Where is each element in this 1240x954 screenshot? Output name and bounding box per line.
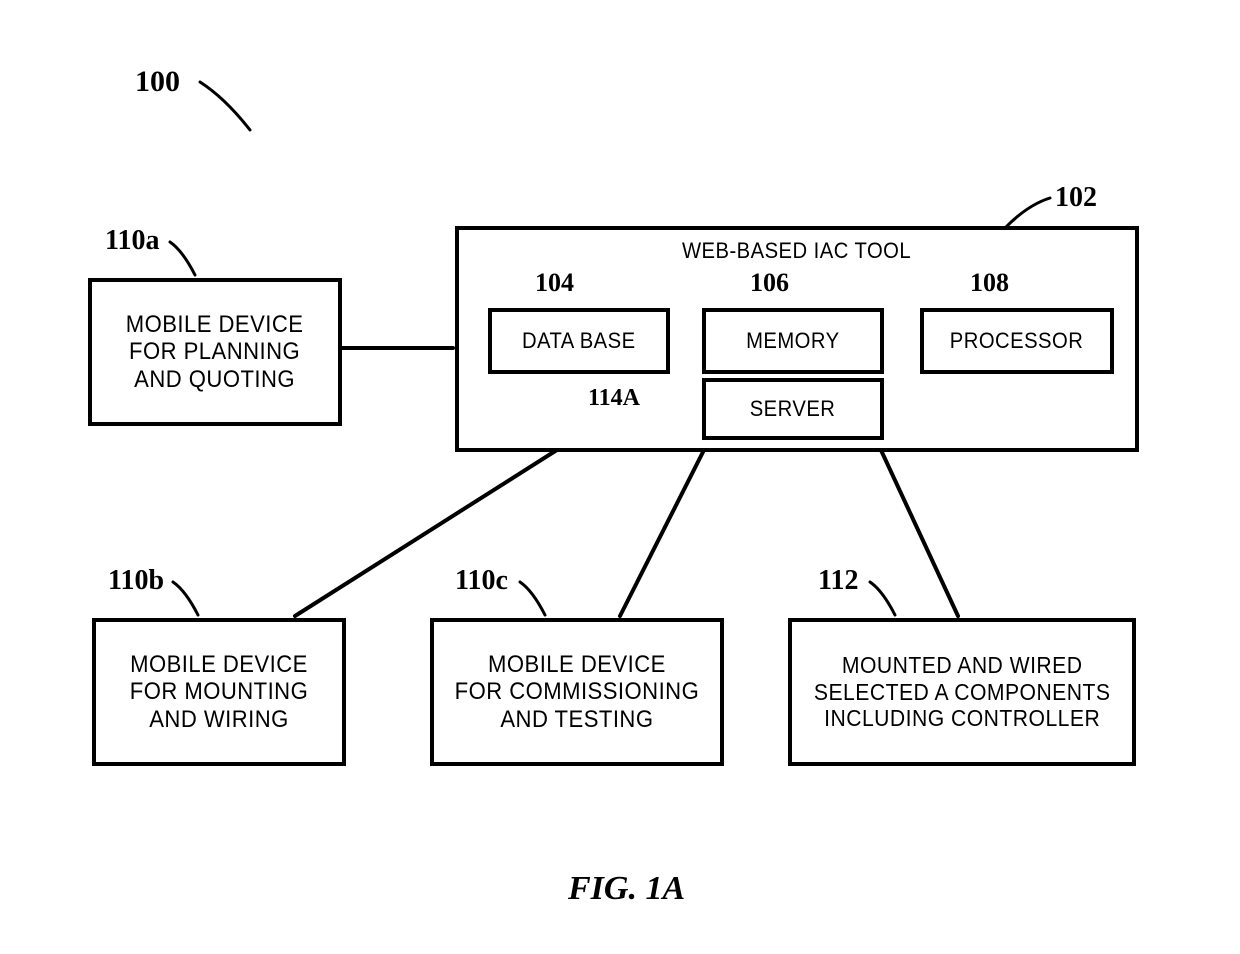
ref-label-ref110b: 110b [108, 565, 164, 597]
node-box110c: MOBILE DEVICEFOR COMMISSIONINGAND TESTIN… [430, 618, 724, 766]
ref-label-ref112: 112 [818, 565, 858, 597]
node-box108: PROCESSOR [920, 308, 1114, 374]
node-box110a: MOBILE DEVICEFOR PLANNINGAND QUOTING [88, 278, 342, 426]
ref-label-ref110a: 110a [105, 225, 159, 257]
node-text-box114a: SERVER [745, 392, 842, 425]
ref-label-ref108: 108 [970, 268, 1009, 298]
connectors [0, 0, 1240, 954]
node-text-box110b: MOBILE DEVICEFOR MOUNTINGAND WIRING [124, 647, 314, 738]
diagram-canvas: FIG. 1A 100 110a MOBILE DEVICEFOR PLANNING… [0, 0, 1240, 954]
ref-label-ref104: 104 [535, 268, 574, 298]
node-text-box110a: MOBILE DEVICEFOR PLANNINGAND QUOTING [121, 307, 310, 398]
node-box114a: SERVER [702, 378, 884, 440]
node-box110b: MOBILE DEVICEFOR MOUNTINGAND WIRING [92, 618, 346, 766]
node-text-box106: MEMORY [741, 324, 846, 357]
node-box104: DATA BASE [488, 308, 670, 374]
node-box112: MOUNTED AND WIREDSELECTED A COMPONENTSIN… [788, 618, 1136, 766]
figure-caption: FIG. 1A [568, 870, 685, 908]
node-text-box110c: MOBILE DEVICEFOR COMMISSIONINGAND TESTIN… [449, 647, 705, 738]
ref-label-ref100: 100 [135, 65, 180, 99]
node-box106: MEMORY [702, 308, 884, 374]
ref-label-ref110c: 110c [455, 565, 508, 597]
ref-label-ref106: 106 [750, 268, 789, 298]
node-text-box112: MOUNTED AND WIREDSELECTED A COMPONENTSIN… [808, 648, 1116, 735]
ref-label-ref114a: 114A [588, 385, 640, 412]
node-text-box104: DATA BASE [517, 324, 642, 357]
ref-label-ref102: 102 [1055, 182, 1097, 214]
node-text-box102: WEB-BASED IAC TOOL [677, 234, 917, 267]
node-text-box108: PROCESSOR [945, 324, 1090, 357]
